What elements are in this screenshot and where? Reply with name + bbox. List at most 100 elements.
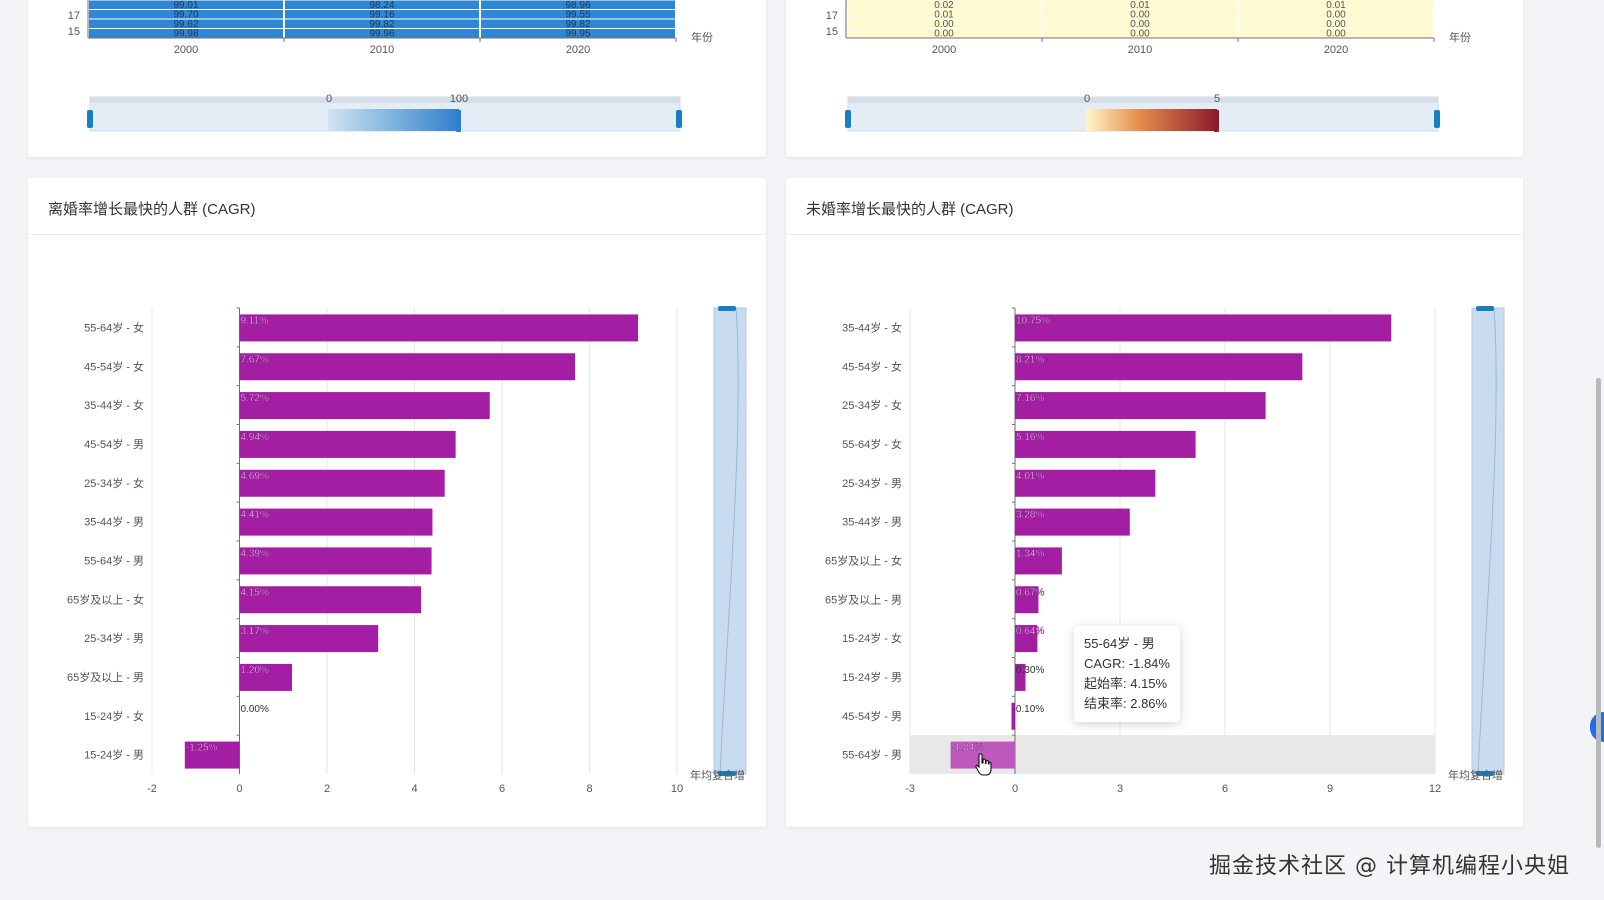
heatmap-cell (89, 29, 283, 38)
tooltip-end-rate: 结束率: 2.86% (1084, 696, 1168, 711)
heatmap-cell (285, 19, 479, 28)
category-label: 15-24岁 - 女 (84, 709, 144, 723)
data-label: 7.67% (241, 354, 269, 365)
data-label: 9.11% (241, 315, 269, 326)
category-label: 65岁及以上 - 女 (825, 553, 902, 567)
heatmap-cell (285, 0, 479, 9)
x-tick-label: 8 (586, 783, 592, 795)
heatmap-cell-label: 0.00 (1326, 29, 1346, 40)
bar (1015, 392, 1266, 420)
heatmap-cell (1043, 10, 1237, 19)
y-tick-label: 15 (826, 26, 838, 38)
heatmap-cell (847, 29, 1041, 38)
data-label: 4.94% (241, 432, 269, 443)
data-label: 0.00% (241, 704, 269, 715)
page-scrollbar[interactable] (1596, 378, 1601, 848)
category-label: 25-34岁 - 女 (842, 398, 902, 412)
x-tick-label: 2020 (566, 44, 590, 56)
bar (184, 741, 240, 769)
zoom-slider-handle-top (718, 306, 736, 311)
zoom-slider-preview (719, 307, 739, 775)
heatmap-cell (481, 29, 675, 38)
visual-map-top-bar (90, 97, 680, 103)
divorce-bar-chart: -2 0 2 4 6 8 10 55-64岁 - 女 9.11% 45-54岁 - 女 7.67% 3… (67, 306, 747, 795)
visual-map-handle-right (676, 110, 682, 128)
x-tick-label: 2000 (174, 44, 198, 56)
tooltip-start-rate: 起始率: 4.15% (1084, 676, 1168, 691)
category-label: 15-24岁 - 男 (842, 670, 902, 684)
visual-map-handle-left (87, 110, 93, 128)
tooltip-title: 55-64岁 - 男 (1084, 636, 1155, 651)
y-tick-label: 15 (68, 26, 80, 38)
bar (1015, 625, 1038, 653)
bar (239, 508, 433, 536)
y-tick-label: 17 (826, 10, 838, 22)
heatmap-cell-label: 0.01 (1326, 0, 1346, 11)
data-label: 3.17% (241, 626, 269, 637)
x-tick-label: 12 (1429, 783, 1441, 795)
heatmap-cell (89, 19, 283, 28)
bar (1015, 469, 1156, 497)
heatmap-cell-label: 99.55 (565, 10, 590, 21)
category-label: 15-24岁 - 男 (84, 748, 144, 762)
heatmap-cell (1239, 10, 1433, 19)
x-tick-label: -3 (905, 783, 915, 795)
heatmap-cell-label: 99.70 (173, 10, 198, 21)
x-tick-label: 0 (1012, 783, 1018, 795)
unmarried-bar-chart: -3 0 3 6 9 12 35-44岁 - 女 10.75% 45-54岁 - 女 8.21% 2… (825, 306, 1505, 795)
x-axis-name: 年份 (1449, 30, 1471, 44)
card-divider (28, 234, 766, 235)
heatmap-cell-label: 99.16 (369, 10, 394, 21)
bar (1015, 547, 1062, 575)
heatmap-cell-label: 99.62 (173, 19, 198, 30)
x-axis-name: 年份 (691, 30, 713, 44)
heatmap-cell (1239, 29, 1433, 38)
x-tick-label: 2000 (932, 44, 956, 56)
x-tick-label: 2 (324, 783, 330, 795)
heatmap-cell-label: 0.02 (934, 0, 954, 11)
x-tick-label: 3 (1117, 783, 1123, 795)
category-label: 55-64岁 - 男 (84, 553, 144, 567)
heatmap-cell-label: 0.00 (1130, 19, 1150, 30)
card-divider (786, 234, 1523, 235)
bar (1015, 430, 1196, 458)
visual-map-handle-left (845, 110, 851, 128)
heatmap-cell-label: 0.00 (1326, 19, 1346, 30)
data-label: -1.25% (186, 743, 218, 754)
data-label: 1.20% (241, 665, 269, 676)
heatmap-card-left: 99.01 98.24 98.96 99.70 99.16 99.55 99.62 99.82… (28, 0, 766, 157)
category-label: 15-24岁 - 女 (842, 631, 902, 645)
bar (239, 353, 576, 381)
heatmap-cell (481, 0, 675, 9)
zoom-slider-handle-bottom (718, 771, 736, 776)
zoom-slider-handle-bottom (1476, 771, 1494, 776)
category-label: 25-34岁 - 男 (84, 631, 144, 645)
data-label: -1.84% (952, 743, 984, 754)
x-tick-label: 0 (236, 783, 242, 795)
bar (1015, 353, 1303, 381)
heatmap-cell (1043, 19, 1237, 28)
heatmap-cell-label: 99.82 (565, 19, 590, 30)
heatmap-cell (1239, 19, 1433, 28)
category-label: 25-34岁 - 男 (842, 476, 902, 490)
x-tick-label: 2010 (1128, 44, 1152, 56)
heatmap-cell (481, 10, 675, 19)
bar (1015, 314, 1392, 342)
category-label: 45-54岁 - 女 (84, 359, 144, 373)
visual-map-value-handle (456, 110, 461, 132)
heatmap-cell (1043, 0, 1237, 9)
data-label: -0.10% (1013, 704, 1045, 715)
data-label: 4.15% (241, 587, 269, 598)
data-label: 7.16% (1016, 393, 1044, 404)
visual-map-handle-right (1434, 110, 1440, 128)
category-label: 55-64岁 - 女 (842, 437, 902, 451)
heatmap-cell (847, 10, 1041, 19)
data-label: 4.39% (241, 548, 269, 559)
unmarried-chart-card: 未婚率增长最快的人群 (CAGR) -3 0 3 6 9 12 35-44岁 - 女 10.7… (786, 178, 1523, 827)
x-tick-label: 4 (411, 783, 417, 795)
heatmap-cell (89, 0, 283, 9)
chart-tooltip: 55-64岁 - 男 CAGR: -1.84% 起始率: 4.15% 结束率: … (1074, 626, 1180, 722)
heatmap-cell (285, 10, 479, 19)
x-tick-label: 6 (499, 783, 505, 795)
visual-map-value-handle (1214, 110, 1219, 132)
